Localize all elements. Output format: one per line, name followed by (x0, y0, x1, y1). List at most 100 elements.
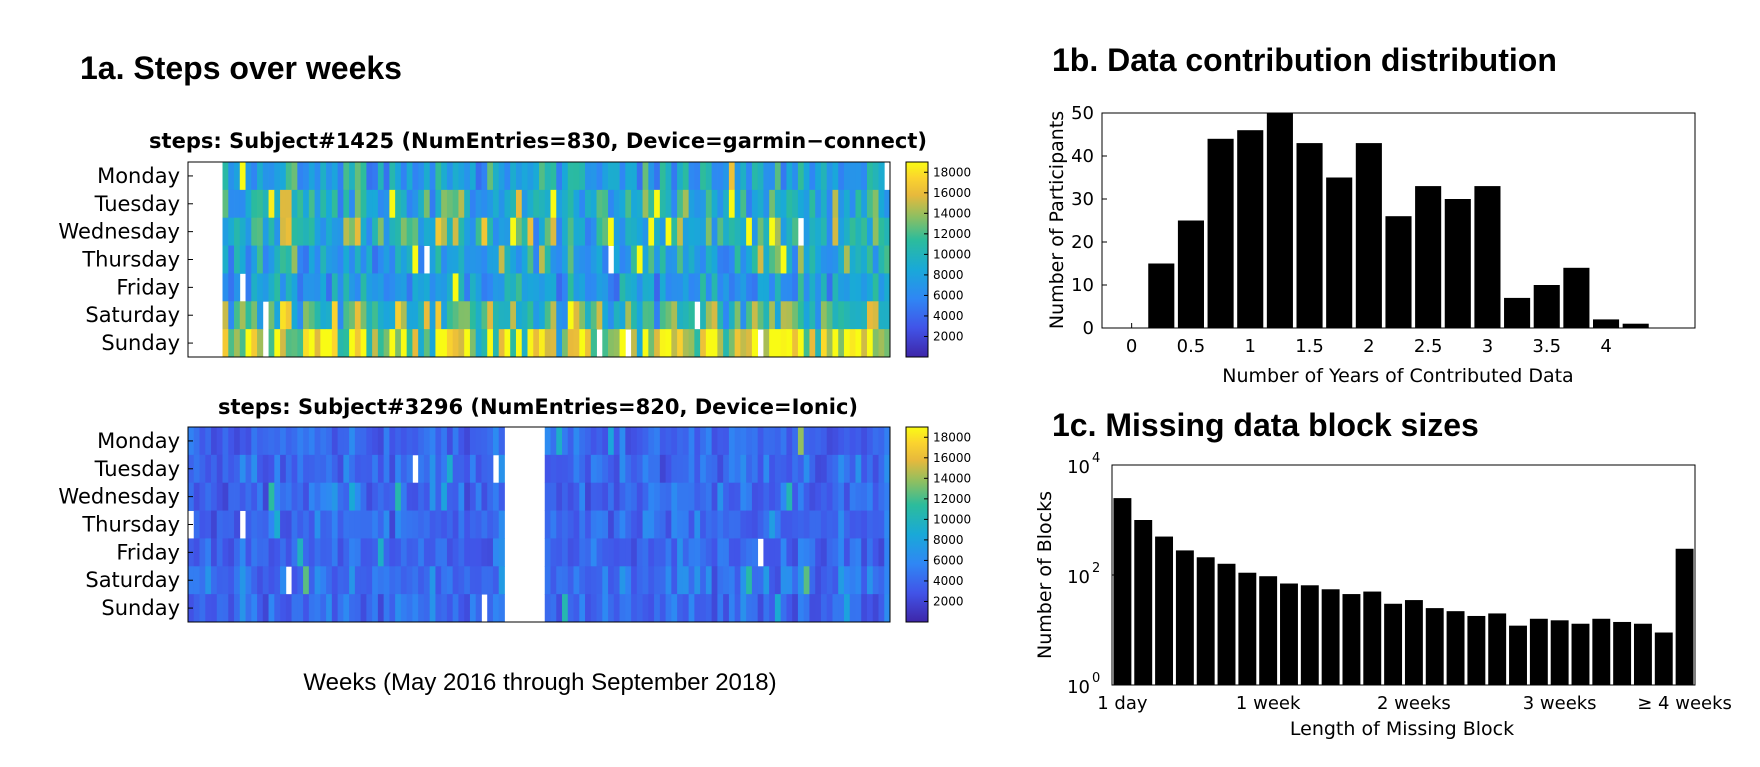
heatmap-cell (884, 217, 891, 246)
heatmap-cell (625, 594, 632, 623)
heatmap-cell (878, 594, 885, 623)
heatmap-cell (400, 273, 408, 302)
heatmap-cell (648, 217, 655, 246)
heatmap-cell (671, 454, 678, 484)
heatmap-cell (228, 510, 235, 539)
heatmap-cell (400, 189, 408, 219)
heatmap-cell (251, 217, 258, 246)
heatmap-cell (303, 301, 310, 330)
heatmap-cell (193, 510, 200, 539)
heatmap-cell (763, 566, 770, 595)
heatmap-cell (285, 301, 292, 330)
heatmap-cell (234, 301, 241, 330)
heatmap-cell (723, 245, 730, 274)
heatmap-cell (533, 217, 540, 246)
heatmap-cell (199, 482, 206, 511)
heatmap-cell (780, 454, 787, 484)
heatmap-cell (377, 329, 385, 358)
heatmap-cell (412, 162, 419, 191)
heatmap-cell (412, 538, 419, 567)
heatmap-cell (711, 510, 718, 539)
heatmap-cell (423, 510, 431, 539)
heatmap-cell (418, 566, 425, 595)
heatmap-cell (475, 594, 482, 623)
y-tick-exponent: 4 (1092, 451, 1100, 466)
heatmap-cell (815, 510, 822, 539)
panel-1a-caption: Weeks (May 2016 through September 2018) (303, 669, 776, 696)
heatmap-cell (441, 273, 448, 302)
heatmap-cell (717, 538, 724, 567)
heatmap-cell (717, 189, 724, 219)
heatmap-cell (711, 454, 718, 484)
heatmap-cell (751, 538, 759, 567)
heatmap-cell (303, 217, 310, 246)
heatmap-cell (585, 217, 592, 246)
bar-1c (1633, 623, 1652, 685)
heatmap-cell (786, 189, 793, 219)
heatmap-cell (585, 301, 592, 330)
heatmap-cell (360, 273, 367, 302)
heatmap-cell (740, 245, 747, 274)
heatmap-cell (763, 245, 770, 274)
heatmap-cell (826, 482, 833, 511)
heatmap-cell (412, 427, 419, 456)
heatmap-cell (579, 245, 586, 274)
heatmap-cell (562, 454, 569, 484)
heatmap-cell (590, 329, 597, 358)
heatmap-cell (861, 538, 868, 567)
heatmap-cell (343, 217, 350, 246)
heatmap-cell (331, 245, 338, 274)
heatmap-cell (648, 427, 655, 456)
heatmap-cell (366, 301, 373, 330)
heatmap-cell (193, 566, 200, 595)
heatmap-cell (792, 162, 799, 191)
heatmap-cell (291, 566, 298, 595)
heatmap-cell (539, 162, 546, 191)
y-tick-label: 40 (1071, 146, 1094, 167)
heatmap-cell (383, 482, 390, 511)
heatmap-cell (441, 454, 448, 484)
heatmap-cell (337, 594, 344, 623)
heatmap-cell (308, 162, 315, 191)
heatmap-cell (792, 245, 799, 274)
heatmap-cell (303, 189, 310, 219)
heatmap-cell (820, 538, 828, 567)
heatmap-cell (838, 427, 845, 456)
x-tick-label: 0.5 (1177, 336, 1206, 357)
heatmap-cell (320, 217, 327, 246)
heatmap-cell (567, 594, 574, 623)
heatmap-cell (688, 273, 695, 302)
heatmap-cell (337, 538, 344, 567)
heatmap-cell (705, 482, 713, 511)
heatmap-cell (872, 566, 879, 595)
heatmap-cell (446, 594, 454, 623)
heatmap-cell (539, 217, 546, 246)
heatmap-cell (492, 566, 500, 595)
colorbar-tick-label: 6000 (933, 553, 964, 567)
heatmap-cell (481, 510, 488, 539)
heatmap-cell (769, 510, 776, 539)
heatmap-cell (849, 162, 856, 191)
heatmap-cell (446, 189, 454, 219)
heatmap-cell (631, 594, 638, 623)
heatmap-cell (642, 566, 649, 595)
heatmap-cell (826, 217, 833, 246)
heatmap-cell (377, 189, 385, 219)
heatmap-cell (769, 566, 776, 595)
heatmap-cell (740, 482, 747, 511)
heatmap-cell (596, 301, 603, 330)
heatmap-cell (872, 538, 879, 567)
heatmap-cell (492, 510, 500, 539)
heatmap-cell (556, 329, 563, 358)
heatmap-cell (239, 301, 246, 330)
bar-1c (1363, 591, 1382, 685)
heatmap-cell (239, 482, 246, 511)
heatmap-cell (809, 594, 816, 623)
heatmap-cell (343, 189, 350, 219)
heatmap-cell (861, 217, 868, 246)
heatmap-cell (211, 510, 218, 539)
heatmap-cell (769, 482, 776, 511)
heatmap-cell (228, 427, 235, 456)
heatmap-cell (354, 566, 362, 595)
heatmap-cell (734, 273, 741, 302)
